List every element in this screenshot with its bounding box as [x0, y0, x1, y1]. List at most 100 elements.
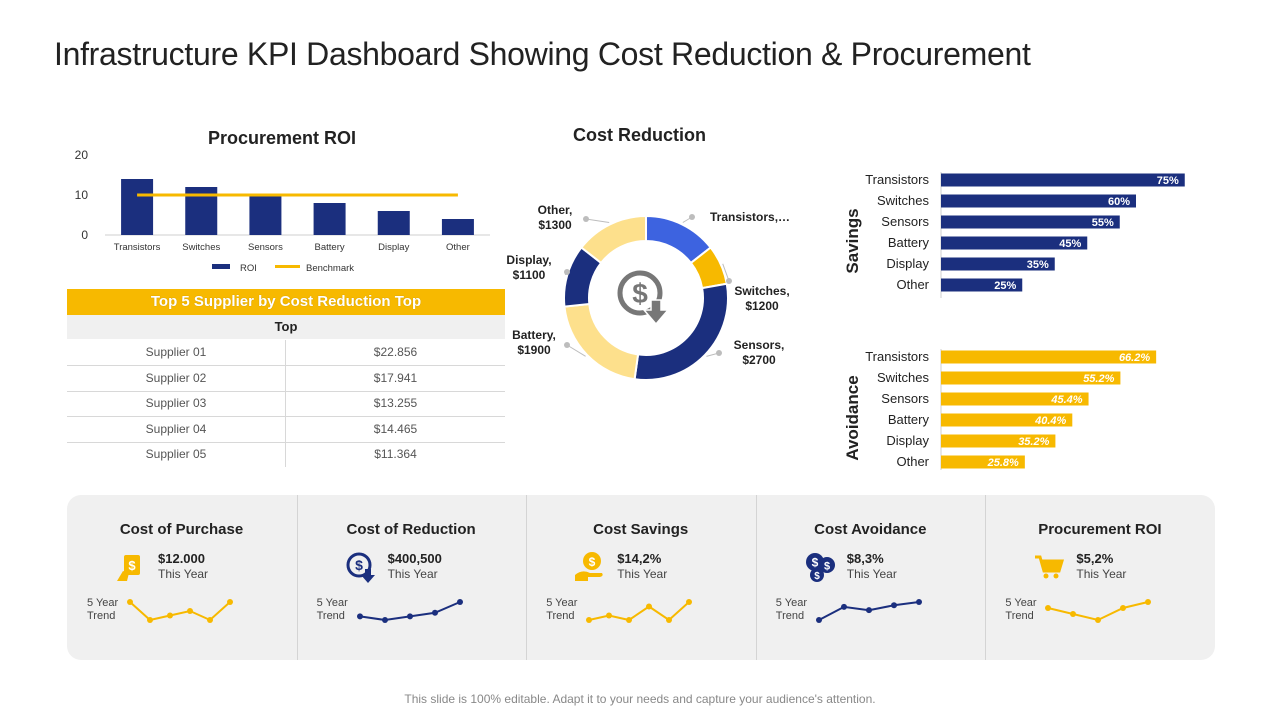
kpi-subtext: This Year [846, 567, 897, 581]
sparkline-point [646, 603, 653, 610]
trend-label-line1: 5 Year [1005, 597, 1037, 609]
roi-bar [441, 219, 474, 235]
sparkline-point [915, 599, 922, 605]
sparkline-point [456, 599, 463, 605]
kpi-trend-label: 5 Year Trend [546, 597, 577, 623]
category-label: Battery [888, 235, 930, 250]
hbar [941, 371, 1121, 385]
supplier-row: Supplier 02 $17.941 [67, 365, 505, 392]
hbar [941, 278, 1023, 292]
supplier-value: $22.856 [373, 345, 418, 359]
x-tick-label: Switches [182, 242, 220, 253]
slice-label: Switches, [734, 284, 789, 298]
supplier-value: $11.364 [374, 447, 417, 461]
leader-dot [583, 216, 589, 222]
hbar [941, 350, 1157, 364]
trend-sparkline [356, 599, 463, 623]
donut-slice [563, 302, 640, 381]
roi-bar [377, 211, 410, 235]
sparkline-point [227, 599, 233, 605]
sparkline-point [890, 602, 897, 609]
sparkline-point [815, 617, 822, 623]
kpi-divider [296, 495, 298, 660]
sparkline-point [666, 617, 673, 623]
donut-slice [633, 282, 729, 381]
svg-text:$: $ [128, 558, 136, 573]
kpi-title: Procurement ROI [1038, 521, 1162, 538]
svg-text:$: $ [824, 561, 830, 573]
sparkline-path [129, 601, 231, 622]
svg-text:$: $ [355, 557, 363, 573]
svg-text:$: $ [589, 555, 596, 569]
kpi-value: $5,2% [1076, 551, 1114, 566]
leader-dot [689, 214, 695, 220]
x-tick-label: Display [378, 242, 409, 253]
kpi-value: $12.000 [158, 551, 205, 566]
kpi-card: Procurement ROI $5,2% This Year 5 Year Tr… [985, 495, 1214, 660]
bar-value-label: 75% [1157, 175, 1179, 187]
kpi-title: Cost Savings [593, 521, 689, 538]
trend-label-line2: Trend [87, 610, 116, 622]
leader-dot [716, 350, 722, 356]
kpi-card: Cost Savings $ $14,2% This Year 5 Year Tr… [526, 495, 755, 660]
bar-value-label: 60% [1108, 196, 1130, 208]
slice-label: $2700 [742, 353, 776, 367]
leader-dot [726, 278, 732, 284]
slice-label: $1900 [517, 343, 551, 357]
supplier-row: Supplier 03 $13.255 [67, 391, 505, 417]
trend-label-line1: 5 Year [775, 597, 807, 609]
axis-label: Avoidance [843, 375, 862, 460]
supplier-name: Supplier 03 [67, 391, 286, 416]
category-label: Switches [877, 370, 930, 385]
kpi-title: Cost of Reduction [346, 521, 476, 538]
bar-value-label: 55.2% [1083, 373, 1114, 385]
sparkline-point [127, 599, 133, 605]
supplier-value: $13.255 [373, 396, 418, 410]
sparkline-point [1045, 605, 1052, 611]
slice-label: Transistors,… [710, 210, 790, 224]
kpi-trend-label: 5 Year Trend [87, 597, 118, 623]
procurement-roi-chart: 20 10 0 Transistors Switches Sensors Battery Di… [75, 148, 490, 274]
kpi-subtext: This Year [1076, 567, 1127, 581]
sparkline-point [606, 612, 613, 619]
trend-label-line1: 5 Year [546, 597, 578, 609]
slice-label: $1200 [745, 299, 779, 313]
hbar [941, 173, 1185, 187]
supplier-name: Supplier 02 [67, 365, 286, 391]
category-label: Transistors [865, 172, 929, 187]
kpi-title: Cost Avoidance [814, 521, 927, 538]
kpi-divider [755, 495, 757, 660]
kpi-card: Cost Avoidance $ $ $ $8,3% This Year 5 Yea… [756, 495, 985, 660]
hbar [941, 434, 1056, 448]
sparkline-point [1095, 617, 1102, 623]
kpi-divider [985, 495, 987, 660]
trend-label-line2: Trend [316, 610, 345, 622]
kpi-value: $14,2% [617, 551, 662, 566]
trend-sparkline [586, 599, 693, 623]
roi-bar [249, 195, 282, 235]
procurement-roi-title: Procurement ROI [208, 128, 357, 148]
category-label: Other [896, 454, 929, 469]
sparkline-point [406, 613, 413, 620]
sparkline-point [1070, 611, 1077, 617]
supplier-row: Supplier 04 $14.465 [67, 416, 505, 443]
leader-line [585, 218, 610, 223]
kpi-trend-label: 5 Year Trend [1005, 597, 1036, 623]
kpi-title: Cost of Purchase [119, 521, 244, 538]
sparkline-point [431, 609, 438, 616]
leader-line [566, 344, 586, 357]
sparkline-point [207, 617, 213, 623]
donut-slice [579, 214, 647, 265]
hbar [941, 236, 1088, 250]
footer-note: This slide is 100% editable. Adapt it to… [404, 692, 876, 706]
sparkline-point [381, 617, 388, 623]
supplier-name: Supplier 04 [67, 416, 286, 442]
hand-money-icon: $ [117, 555, 140, 581]
cost-reduction-donut: $ Transistors,… Switches,$1200 Sensors,$270… [506, 203, 790, 381]
trend-label-line1: 5 Year [87, 597, 119, 609]
supplier-table-title: Top 5 Supplier by Cost Reduction Top [67, 289, 505, 315]
hbar [941, 392, 1089, 406]
leader-dot [564, 342, 570, 348]
bar-value-label: 25.8% [987, 457, 1019, 469]
